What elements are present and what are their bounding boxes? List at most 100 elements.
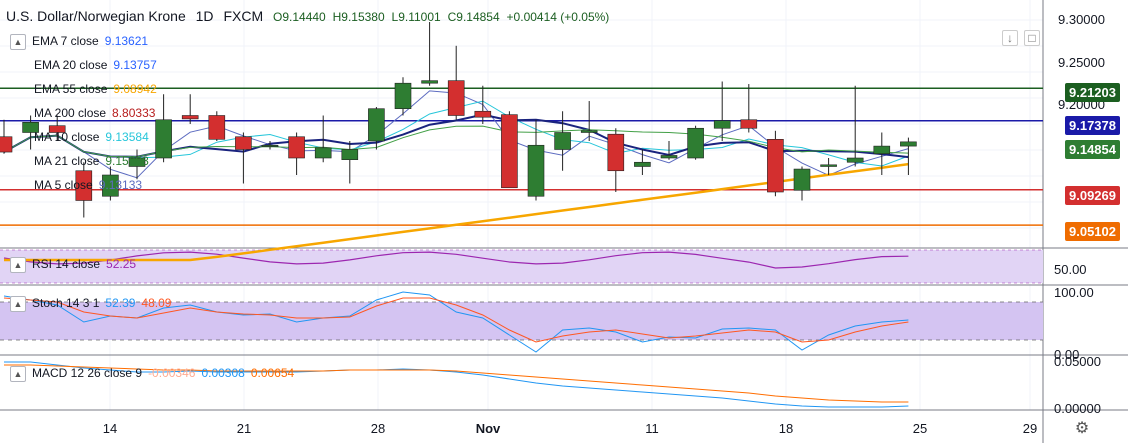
legend-value: 8.80333 [112, 106, 156, 120]
candle-body [75, 170, 93, 201]
candle-body [580, 130, 598, 133]
stoch-k-line [3, 291, 909, 353]
close-value: C9.14854 [447, 10, 500, 24]
rsi-label: RSI 14 close [32, 257, 101, 272]
collapse-icon[interactable]: ▲ [10, 257, 26, 273]
legend-value: 9.13584 [105, 130, 149, 144]
candle-body [474, 110, 492, 118]
price-label-last: 9.14854 [1065, 140, 1120, 159]
price-tick-label: 9.25000 [1058, 55, 1105, 70]
legend-ma21[interactable]: MA 21 close 9.15033 [34, 154, 149, 168]
rsi-band [0, 250, 1043, 283]
candle-body [128, 157, 146, 167]
legend-ma10[interactable]: MA 10 close 9.13584 [34, 130, 149, 144]
candle-body [181, 115, 199, 120]
macd-label: MACD 12 26 close 9 [32, 366, 143, 381]
candle-body [0, 136, 13, 153]
stoch-d-line [3, 297, 909, 343]
macd-hist-value: -0.00346 [148, 366, 196, 381]
rsi-legend[interactable]: ▲ RSI 14 close 52.25 [10, 257, 136, 273]
rsi-line [3, 251, 909, 269]
indicator-tick-label: 0.00000 [1054, 401, 1101, 416]
legend-ma5[interactable]: MA 5 close 9.13133 [34, 178, 142, 192]
price-label-support: 9.09269 [1065, 186, 1120, 205]
candle-body [394, 82, 412, 109]
time-tick-label: 14 [103, 421, 117, 436]
legend-label: EMA 7 close [32, 34, 99, 49]
time-tick-label: 11 [645, 421, 659, 436]
time-tick-label: Nov [476, 421, 501, 436]
stoch-legend[interactable]: ▲ Stoch 14 3 1 52.39 48.09 [10, 296, 171, 312]
chart-header: U.S. Dollar/Norwegian Krone 1D FXCM O9.1… [6, 8, 612, 24]
candle-body [288, 136, 305, 159]
price-label-resistance: 9.21203 [1065, 83, 1120, 102]
candle-body [820, 164, 837, 167]
stoch-band [0, 302, 1043, 340]
low-value: L9.11001 [391, 10, 441, 24]
candle-body [341, 149, 359, 160]
legend-value: 9.13133 [98, 178, 143, 192]
high-value: H9.15380 [332, 10, 385, 24]
interval[interactable]: 1D [195, 8, 214, 24]
indicator-tick-label: 0.00 [1054, 347, 1079, 362]
indicator-tick-label: 50.00 [1054, 262, 1087, 277]
candle-body [687, 127, 704, 159]
fullscreen-icon[interactable]: □ [1024, 30, 1040, 46]
time-tick-label: 18 [779, 421, 793, 436]
price-tick-label: 9.30000 [1058, 12, 1105, 27]
legend-label: MA 21 close [34, 154, 100, 168]
time-tick-label: 21 [237, 421, 251, 436]
change-value: +0.00414 (+0.05%) [506, 10, 610, 24]
candle-body [900, 141, 917, 147]
macd-legend[interactable]: ▲ MACD 12 26 close 9 -0.00346 0.00308 0.0065… [10, 366, 294, 382]
macd-signal-line [4, 364, 909, 403]
legend-value: 9.13621 [104, 34, 149, 49]
legend-ema7[interactable]: ▲ EMA 7 close 9.13621 [10, 34, 148, 50]
legend-label: MA 5 close [34, 178, 93, 192]
ma21-line [3, 125, 909, 158]
settings-gear-icon[interactable]: ⚙ [1075, 420, 1089, 437]
open-value: O9.14440 [273, 10, 326, 24]
candle-body [208, 115, 226, 140]
legend-ema55[interactable]: EMA 55 close 9.08942 [34, 82, 157, 96]
candle-body [527, 144, 545, 197]
exchange: FXCM [223, 8, 264, 24]
candle-body [235, 136, 252, 150]
legend-label: MA 200 close [34, 106, 107, 120]
legend-ema20[interactable]: EMA 20 close 9.13757 [34, 58, 157, 72]
price-label-ema-line: 9.17378 [1065, 116, 1120, 135]
candle-body [660, 155, 678, 159]
legend-label: MA 10 close [34, 130, 100, 144]
collapse-icon[interactable]: ▲ [10, 34, 26, 50]
legend-value: 9.08942 [113, 82, 157, 96]
legend-value: 9.15033 [105, 154, 149, 168]
stoch-k-value: 52.39 [105, 296, 136, 311]
candle-body [767, 139, 784, 193]
candle-body [713, 120, 731, 129]
download-icon[interactable]: ↓ [1002, 30, 1018, 46]
legend-label: EMA 55 close [34, 82, 108, 96]
candle-body [634, 161, 651, 167]
time-tick-label: 29 [1023, 421, 1037, 436]
price-label-ema55: 9.05102 [1065, 222, 1120, 241]
candle-body [873, 145, 891, 155]
candle-body [501, 114, 518, 189]
time-tick-label: 28 [371, 421, 385, 436]
macd-line [4, 361, 909, 408]
symbol-name: U.S. Dollar/Norwegian Krone [6, 8, 186, 24]
time-tick-label: 25 [913, 421, 927, 436]
ema55-line [4, 162, 909, 262]
candle-body [607, 133, 625, 172]
legend-ma200[interactable]: MA 200 close 8.80333 [34, 106, 155, 120]
candle-body [22, 122, 39, 133]
candle-body [314, 147, 332, 159]
candle-body [155, 119, 172, 159]
candle-body [447, 80, 465, 116]
legend-label: EMA 20 close [34, 58, 108, 72]
candle-body [740, 119, 758, 129]
rsi-value: 52.25 [106, 257, 137, 272]
collapse-icon[interactable]: ▲ [10, 366, 26, 382]
collapse-icon[interactable]: ▲ [10, 296, 26, 312]
macd-value: 0.00308 [201, 366, 245, 381]
